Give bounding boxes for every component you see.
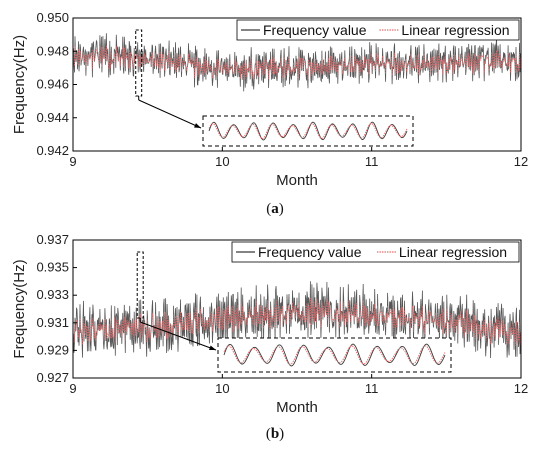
x-axis-label: Month: [276, 172, 318, 189]
x-tick-label: 11: [365, 154, 379, 169]
plot-area-frame: [72, 239, 522, 379]
zoom-selection-box: [136, 251, 144, 319]
series-line-frequency-value: [72, 33, 522, 92]
x-tick-label: 12: [514, 381, 528, 396]
zoom-selection-box: [135, 29, 143, 97]
zoom-inset-series-0: [223, 343, 446, 367]
y-tick-label: 0.931: [36, 315, 69, 330]
caption-paren-open: (: [266, 426, 271, 442]
legend-box: [231, 241, 520, 263]
y-tick-label: 0.937: [36, 232, 69, 247]
caption-paren-close: ): [279, 201, 284, 217]
series-line-linear-regression: [72, 298, 522, 346]
y-axis-label: Frequency(Hz): [11, 259, 28, 358]
x-tick-label: 10: [215, 154, 229, 169]
caption-letter: a: [271, 201, 279, 217]
connector-arrowhead: [194, 123, 201, 128]
y-tick-label: 0.950: [36, 10, 69, 25]
x-axis-label: Month: [276, 399, 318, 416]
zoom-inset-series-1: [223, 345, 446, 365]
y-tick-label: 0.944: [36, 110, 69, 125]
connector-arrow: [138, 99, 202, 129]
legend-box: [236, 19, 520, 41]
caption-paren-close: ): [279, 426, 284, 442]
y-tick-label: 0.933: [36, 287, 69, 302]
connector-arrow: [140, 321, 217, 351]
panel-caption: (a): [266, 201, 284, 217]
legend-label: Frequency value: [258, 244, 362, 260]
legend-label: Linear regression: [399, 244, 507, 260]
x-tick-label: 12: [514, 154, 528, 169]
series-line-linear-regression: [72, 45, 522, 82]
panel-caption: (b): [266, 426, 284, 442]
y-tick-label: 0.948: [36, 43, 69, 58]
y-axis-label: Frequency(Hz): [11, 35, 28, 134]
zoom-inset-series-0: [208, 121, 408, 141]
legend-label: Linear regression: [401, 22, 509, 38]
y-tick-label: 0.946: [36, 77, 69, 92]
y-tick-label: 0.929: [36, 342, 69, 357]
legend-label: Frequency value: [263, 22, 367, 38]
x-tick-label: 9: [69, 381, 76, 396]
y-tick-label: 0.935: [36, 260, 69, 275]
x-tick-label: 10: [215, 381, 229, 396]
connector-arrowhead: [209, 345, 216, 350]
y-tick-label: 0.927: [36, 370, 69, 385]
x-tick-label: 11: [365, 381, 379, 396]
zoom-inset-series-1: [208, 122, 408, 140]
chart-panel-2: 9 10 11 12 0.927 0.929 0.931 0.933 0.935 0.937 Mon…: [11, 232, 528, 442]
chart-panel-1: 9 10 11 12 0.942 0.944 0.946 0.948 0.950 Month Fre…: [11, 10, 528, 217]
caption-paren-open: (: [266, 201, 271, 217]
y-tick-label: 0.942: [36, 143, 69, 158]
caption-letter: b: [271, 426, 279, 442]
x-tick-label: 9: [69, 154, 76, 169]
